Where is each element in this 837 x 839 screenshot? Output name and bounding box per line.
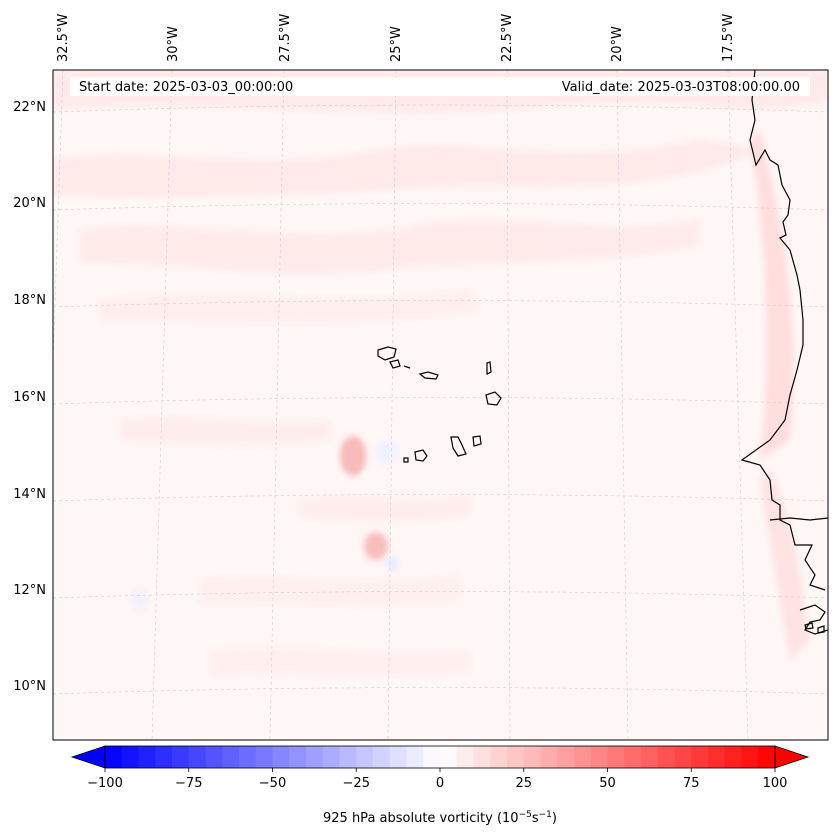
colorbar-segment: [289, 746, 307, 768]
lon-label: 30°W: [166, 26, 181, 62]
colorbar-segments: [105, 746, 776, 768]
island-sao-nicolau: [418, 371, 439, 380]
colorbar-segment: [272, 746, 290, 768]
colorbar-tick-label: 100: [763, 776, 788, 791]
island-santiago: [450, 436, 467, 457]
header-strip: [70, 77, 810, 96]
colorbar-tick-label: 25: [515, 776, 532, 791]
lat-label: 16°N: [13, 390, 46, 405]
colorbar-segment: [423, 746, 441, 768]
latitude-labels: 22°N 20°N 18°N 16°N 14°N 12°N 10°N: [13, 100, 46, 694]
colorbar-segment: [540, 746, 558, 768]
lat-label: 10°N: [13, 679, 46, 694]
colorbar-segment: [674, 746, 692, 768]
colorbar-tick-label: −75: [175, 776, 202, 791]
colorbar-segment: [490, 746, 508, 768]
lon-label: 17.5°W: [721, 14, 736, 62]
colorbar-segment: [155, 746, 173, 768]
colorbar-segment: [657, 746, 675, 768]
guinea-bissau-coast: [799, 604, 828, 635]
colorbar-tick-label: 50: [599, 776, 616, 791]
lon-label: 27.5°W: [278, 14, 293, 62]
valid-date-label: Valid_date: 2025-03-03T08:00:00.00: [562, 80, 800, 95]
start-date-label: Start date: 2025-03-03_00:00:00: [79, 80, 293, 95]
colorbar-segment: [188, 746, 206, 768]
colorbar-segment: [205, 746, 223, 768]
vorticity-field: [53, 70, 828, 676]
colorbar-tick-label: −100: [87, 776, 123, 791]
colorbar-segment: [322, 746, 340, 768]
colorbar-segment: [741, 746, 759, 768]
colorbar-segment: [724, 746, 742, 768]
island-maio: [472, 435, 482, 447]
colorbar-segment: [590, 746, 608, 768]
colorbar-segment: [557, 746, 575, 768]
colorbar-segment: [507, 746, 525, 768]
colorbar-segment: [691, 746, 709, 768]
island-santo-antao: [377, 346, 397, 361]
casamance-coast: [769, 517, 828, 521]
colorbar-segment: [373, 746, 391, 768]
colorbar-label: 925 hPa absolute vorticity (10−5s−1): [323, 810, 557, 826]
colorbar-extend-high: [774, 745, 810, 769]
colorbar-tick-label: −50: [259, 776, 286, 791]
colorbar-segment: [624, 746, 642, 768]
colorbar-segment: [105, 746, 123, 768]
coastlines: [377, 70, 828, 635]
colorbar-segment: [708, 746, 726, 768]
bijagos-islands: [804, 622, 825, 634]
lat-label: 20°N: [13, 196, 46, 211]
colorbar-segment: [172, 746, 190, 768]
colorbar: −100 −75 −50 −25 0 25 50 75 100 925 hPa absolute…: [70, 745, 810, 826]
colorbar-segment: [306, 746, 324, 768]
lon-label: 32.5°W: [56, 14, 71, 62]
colorbar-ticks: −100 −75 −50 −25 0 25 50 75 100: [87, 768, 787, 791]
africa-coastline: [740, 70, 826, 591]
colorbar-segment: [607, 746, 625, 768]
island-sal: [486, 361, 492, 375]
colorbar-segment: [389, 746, 407, 768]
lat-label: 12°N: [13, 583, 46, 598]
colorbar-segment: [239, 746, 257, 768]
colorbar-segment: [641, 746, 659, 768]
island-boa-vista: [485, 391, 502, 406]
lon-label: 25°W: [389, 26, 404, 62]
colorbar-segment: [406, 746, 424, 768]
map-frame: [52, 69, 829, 741]
colorbar-segment: [356, 746, 374, 768]
lon-label: 20°W: [610, 26, 625, 62]
longitude-labels: 32.5°W 30°W 27.5°W 25°W 22.5°W 20°W 17.5…: [56, 14, 736, 62]
colorbar-segment: [456, 746, 474, 768]
lat-label: 22°N: [13, 100, 46, 115]
island-brava: [403, 457, 409, 463]
colorbar-segment: [121, 746, 139, 768]
colorbar-tick-label: −25: [343, 776, 370, 791]
lat-label: 18°N: [13, 293, 46, 308]
colorbar-segment: [222, 746, 240, 768]
colorbar-segment: [473, 746, 491, 768]
lat-label: 14°N: [13, 487, 46, 502]
island-santa-luzia: [403, 365, 411, 369]
colorbar-segment: [574, 746, 592, 768]
island-sao-vicente: [389, 359, 401, 369]
graticule: [53, 70, 828, 740]
colorbar-segment: [255, 746, 273, 768]
colorbar-segment: [440, 746, 458, 768]
colorbar-segment: [758, 746, 776, 768]
colorbar-tick-label: 75: [683, 776, 700, 791]
colorbar-segment: [138, 746, 156, 768]
colorbar-segment: [523, 746, 541, 768]
lon-label: 22.5°W: [500, 14, 515, 62]
colorbar-tick-label: 0: [436, 776, 444, 791]
colorbar-extend-low: [70, 745, 106, 769]
colorbar-segment: [339, 746, 357, 768]
island-fogo: [414, 449, 428, 462]
